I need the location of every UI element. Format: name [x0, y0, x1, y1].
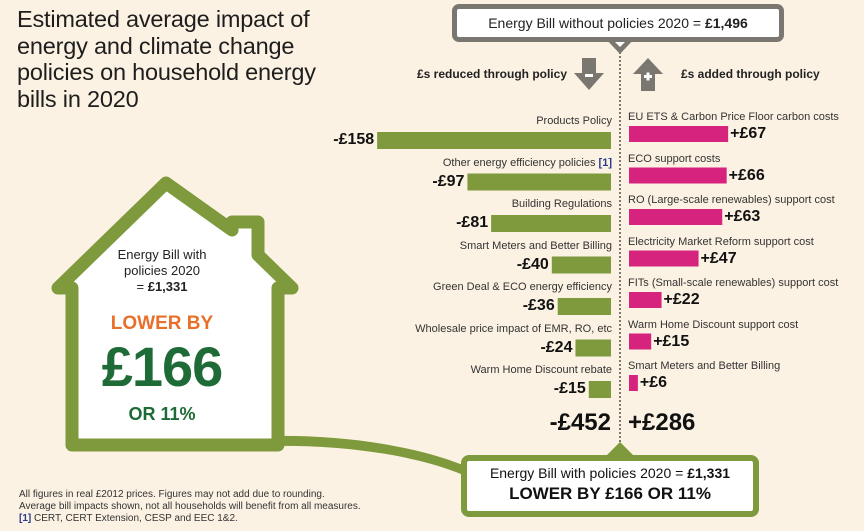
- reduce-category-label: Green Deal & ECO energy efficiency: [433, 281, 612, 293]
- house-line2: policies 2020: [124, 263, 200, 278]
- footnote-line2: Average bill impacts shown, not all hous…: [19, 501, 361, 512]
- add-value-label: +£67: [730, 125, 767, 142]
- footnote-ref: [1]: [19, 513, 32, 524]
- reduce-bar: [377, 132, 611, 149]
- bottom-callout-text: Energy Bill with policies 2020 =: [489, 465, 688, 481]
- reduce-category-text: Wholesale price impact of EMR, RO, etc: [415, 322, 612, 335]
- down-arrow-minus-icon: [574, 58, 604, 90]
- add-category-label: ECO support costs: [628, 152, 721, 165]
- reduce-value-label: -£24: [540, 338, 573, 356]
- reduce-category-label: Wholesale price impact of EMR, RO, etc: [415, 323, 612, 335]
- bottom-callout-pointer: [603, 442, 637, 459]
- total-reduced: -£452: [549, 409, 611, 436]
- bottom-callout-line2: LOWER BY £166 OR 11%: [509, 484, 711, 503]
- reduce-value-label: -£36: [522, 297, 555, 314]
- reduce-bar: [491, 215, 611, 232]
- header-reduced: £s reduced through policy: [416, 67, 567, 81]
- add-category-label: Electricity Market Reform support cost: [628, 235, 814, 248]
- reduce-bar: [557, 298, 611, 315]
- footnote-ref: [1]: [595, 156, 612, 169]
- bottom-callout-value: £1,331: [687, 465, 731, 481]
- add-value-label: +£63: [724, 208, 761, 225]
- house-line3-prefix: =: [136, 279, 148, 294]
- house-percent: OR 11%: [128, 404, 196, 424]
- add-bar: [629, 126, 729, 142]
- add-value-label: +£15: [653, 332, 690, 350]
- add-value-label: +£22: [663, 291, 700, 308]
- reduce-value-label: -£158: [333, 131, 375, 148]
- add-category-label: FITs (Small-scale renewables) support co…: [628, 277, 839, 289]
- reduce-value-label: -£81: [456, 214, 489, 231]
- callout-value: £1,496: [704, 15, 748, 31]
- reduce-value-label: -£40: [516, 255, 549, 273]
- reduce-value-label: -£97: [432, 172, 465, 190]
- footnote-ref-text: CERT, CERT Extension, CESP and EEC 1&2.: [31, 513, 238, 524]
- add-value-label: +£47: [700, 249, 737, 267]
- header-added: £s added through policy: [681, 67, 820, 81]
- house-bill-value: £1,331: [147, 279, 188, 294]
- reduce-bar: [575, 339, 611, 357]
- add-bar: [629, 292, 662, 308]
- footnote-line1: All figures in real £2012 prices. Figure…: [19, 489, 325, 500]
- callout-text: Energy Bill without policies 2020 =: [488, 15, 705, 31]
- up-arrow-plus-icon: [633, 58, 663, 91]
- house-bill-text: Energy Bill with policies 2020 = £1,331: [72, 247, 252, 295]
- footnotes: All figures in real £2012 prices. Figure…: [19, 489, 361, 525]
- house-lower-by: LOWER BY: [110, 313, 214, 334]
- reduce-category-label: Warm Home Discount rebate: [471, 364, 612, 376]
- bars-group: [377, 126, 729, 398]
- reduce-category-text: Smart Meters and Better Billing: [459, 239, 612, 252]
- house-line3: = £1,331: [72, 279, 252, 295]
- reduce-category-text: Warm Home Discount rebate: [470, 364, 612, 376]
- total-added: +£286: [628, 409, 696, 436]
- bill-without-policies-callout: Energy Bill without policies 2020 = £1,4…: [452, 4, 784, 42]
- reduce-category-text: Green Deal & ECO energy efficiency: [433, 281, 612, 293]
- reduce-category-text: Other energy efficiency policies: [442, 156, 596, 169]
- reduce-category-label: Products Policy: [536, 115, 612, 127]
- reduce-category-label: Smart Meters and Better Billing: [460, 240, 612, 252]
- add-bar: [629, 167, 727, 184]
- reduce-value-label: -£15: [553, 380, 586, 397]
- add-category-label: Smart Meters and Better Billing: [628, 360, 781, 372]
- house-outline: [51, 176, 299, 452]
- reduce-category-text: Products Policy: [536, 115, 612, 127]
- reduce-bar: [551, 256, 611, 274]
- reduce-category-label: Other energy efficiency policies [1]: [443, 157, 612, 169]
- page-title: Estimated average impact of energy and c…: [17, 6, 316, 112]
- add-value-label: +£66: [728, 166, 765, 184]
- house-amount: £166: [101, 335, 224, 398]
- add-bar: [629, 375, 638, 391]
- add-bar: [629, 250, 699, 267]
- reduce-category-label: Building Regulations: [512, 198, 612, 210]
- bill-with-policies-callout: Energy Bill with policies 2020 = £1,331 …: [461, 455, 759, 517]
- reduce-bar: [467, 173, 611, 191]
- reduce-bar: [588, 381, 611, 398]
- add-category-label: EU ETS & Carbon Price Floor carbon costs: [628, 111, 839, 123]
- footnote-line3: [1] CERT, CERT Extension, CESP and EEC 1…: [19, 513, 361, 525]
- bottom-callout-line1: Energy Bill with policies 2020 = £1,331: [467, 465, 753, 481]
- add-category-label: RO (Large-scale renewables) support cost: [628, 194, 835, 206]
- add-bar: [629, 209, 723, 225]
- reduce-category-text: Building Regulations: [511, 198, 612, 210]
- add-value-label: +£6: [639, 374, 668, 391]
- add-bar: [629, 333, 652, 350]
- add-category-label: Warm Home Discount support cost: [628, 318, 799, 331]
- house-line1: Energy Bill with: [117, 247, 207, 262]
